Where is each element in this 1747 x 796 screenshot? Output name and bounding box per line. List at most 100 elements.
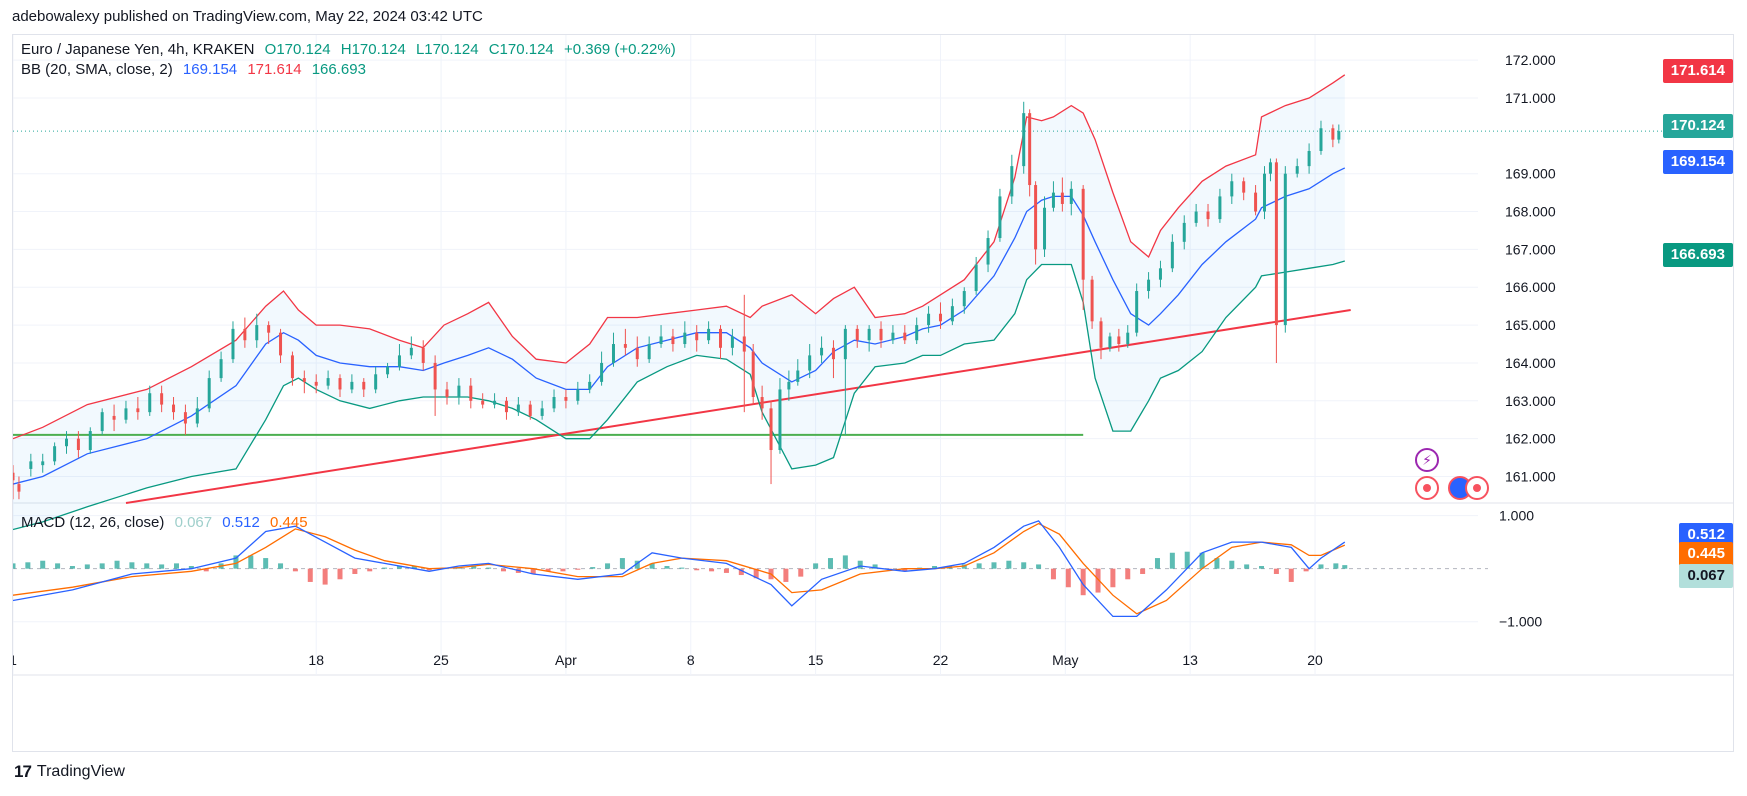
candle-body bbox=[778, 389, 782, 451]
ohlc-low: L170.124 bbox=[415, 41, 479, 58]
candle-body bbox=[219, 359, 223, 379]
candle-body bbox=[986, 238, 990, 265]
macd-histogram-bar bbox=[1259, 566, 1265, 569]
candle-body bbox=[1158, 268, 1162, 280]
candle-body bbox=[255, 325, 259, 341]
candle-body bbox=[267, 325, 271, 333]
macd-line-value: 0.512 bbox=[222, 514, 260, 531]
macd-histogram-bar bbox=[991, 562, 997, 569]
price-tick-label: 168.000 bbox=[1505, 204, 1556, 220]
macd-histogram-bar bbox=[159, 564, 165, 569]
macd-histogram-bar bbox=[188, 566, 194, 569]
macd-histogram-bar bbox=[99, 563, 105, 569]
macd-histogram-bar bbox=[322, 568, 328, 585]
macd-histogram-bar bbox=[1110, 568, 1116, 588]
candle-body bbox=[100, 412, 104, 432]
price-tick-label: 167.000 bbox=[1505, 241, 1556, 257]
lightning-icon[interactable]: ⚡ bbox=[1415, 448, 1439, 472]
chart-canvas[interactable]: 172.000 171.000 169.000 168.000 167.000 166.0… bbox=[13, 35, 1733, 751]
macd-histogram-bar bbox=[709, 568, 715, 572]
price-tick-label: 165.000 bbox=[1505, 317, 1556, 333]
candle-body bbox=[231, 328, 235, 360]
macd-histogram-bar bbox=[396, 566, 402, 569]
macd-histogram-bar bbox=[1199, 552, 1205, 569]
candle-body bbox=[1242, 181, 1246, 193]
candle-body bbox=[879, 328, 883, 341]
macd-tick-label: 1.000 bbox=[1499, 508, 1534, 524]
brand-logo[interactable]: 17 TradingView bbox=[14, 762, 125, 782]
time-tick-label: 18 bbox=[308, 652, 324, 668]
candle-body bbox=[1043, 207, 1047, 250]
candle-body bbox=[1108, 336, 1112, 348]
macd-histogram-bar bbox=[1273, 568, 1279, 574]
price-tick-label: 166.000 bbox=[1505, 279, 1556, 295]
macd-histogram-bar bbox=[471, 566, 477, 569]
candle-body bbox=[1182, 222, 1186, 242]
candle-body bbox=[787, 381, 791, 390]
candle-body bbox=[974, 264, 978, 292]
macd-histogram-bar bbox=[382, 567, 388, 569]
candle-body bbox=[124, 408, 128, 420]
price-tick-label: 169.000 bbox=[1505, 166, 1556, 182]
candle-body bbox=[41, 461, 45, 466]
candle-body bbox=[742, 336, 746, 352]
rising-trendline bbox=[125, 309, 1351, 504]
macd-histogram-bar bbox=[13, 563, 16, 569]
candle-body bbox=[751, 351, 755, 398]
candle-body bbox=[611, 344, 615, 363]
candle-body bbox=[1218, 196, 1222, 220]
candle-body bbox=[112, 415, 116, 420]
bb-lower-line bbox=[13, 260, 1345, 531]
macd-histogram-bar bbox=[1169, 552, 1175, 569]
symbol-title[interactable]: Euro / Japanese Yen, 4h, KRAKEN bbox=[21, 41, 255, 58]
candle-body bbox=[76, 438, 80, 451]
badge-signal: 0.445 bbox=[1679, 542, 1733, 566]
macd-histogram-bar bbox=[426, 568, 432, 571]
candle-body bbox=[469, 385, 473, 401]
candle-body bbox=[647, 344, 651, 360]
bb-title[interactable]: BB (20, SMA, close, 2) bbox=[21, 61, 173, 78]
candle-body bbox=[386, 366, 390, 375]
time-tick-label: May bbox=[1052, 652, 1078, 668]
macd-histogram-bar bbox=[723, 568, 729, 573]
candle-body bbox=[1268, 162, 1272, 174]
macd-histogram-bar bbox=[902, 568, 908, 572]
bb-legend: BB (20, SMA, close, 2) 169.154 171.614 1… bbox=[21, 61, 372, 78]
candle-body bbox=[1283, 173, 1287, 326]
candle-body bbox=[635, 347, 639, 360]
macd-histogram-bar bbox=[813, 563, 819, 569]
macd-histogram-bar bbox=[411, 566, 417, 569]
badge-last-price: 170.124 bbox=[1662, 114, 1733, 138]
macd-histogram-bar bbox=[634, 560, 640, 569]
time-tick-label: Apr bbox=[555, 652, 577, 668]
macd-title[interactable]: MACD (12, 26, close) bbox=[21, 514, 165, 531]
candle-body bbox=[374, 374, 378, 390]
candle-body bbox=[1194, 211, 1198, 223]
macd-histogram-bar bbox=[1342, 565, 1348, 569]
candle-body bbox=[1126, 332, 1130, 345]
candle-body bbox=[1090, 279, 1094, 322]
candle-body bbox=[671, 336, 675, 345]
event-dot-icon[interactable] bbox=[1465, 476, 1489, 500]
macd-signal-line bbox=[13, 522, 1346, 615]
macd-histogram-bar bbox=[1036, 564, 1042, 569]
candle-body bbox=[855, 328, 859, 341]
macd-tick-label: −1.000 bbox=[1499, 614, 1542, 630]
macd-histogram-bar bbox=[307, 568, 313, 582]
candle-body bbox=[1147, 279, 1151, 292]
candle-body bbox=[29, 461, 33, 469]
macd-histogram-bar bbox=[619, 558, 625, 569]
candle-body bbox=[314, 381, 318, 386]
macd-histogram-bar bbox=[1333, 563, 1339, 569]
event-flag-icon[interactable] bbox=[1415, 476, 1439, 500]
candle-body bbox=[528, 404, 532, 416]
candle-body bbox=[891, 332, 895, 341]
ohlc-high: H170.124 bbox=[340, 41, 406, 58]
candle-body bbox=[433, 362, 437, 390]
publisher-line: adebowalexy published on TradingView.com… bbox=[12, 8, 483, 25]
macd-histogram-bar bbox=[84, 564, 90, 569]
candle-body bbox=[588, 381, 592, 390]
candle-body bbox=[683, 332, 687, 345]
macd-histogram-bar bbox=[1050, 568, 1056, 580]
macd-histogram-bar bbox=[1244, 564, 1250, 569]
